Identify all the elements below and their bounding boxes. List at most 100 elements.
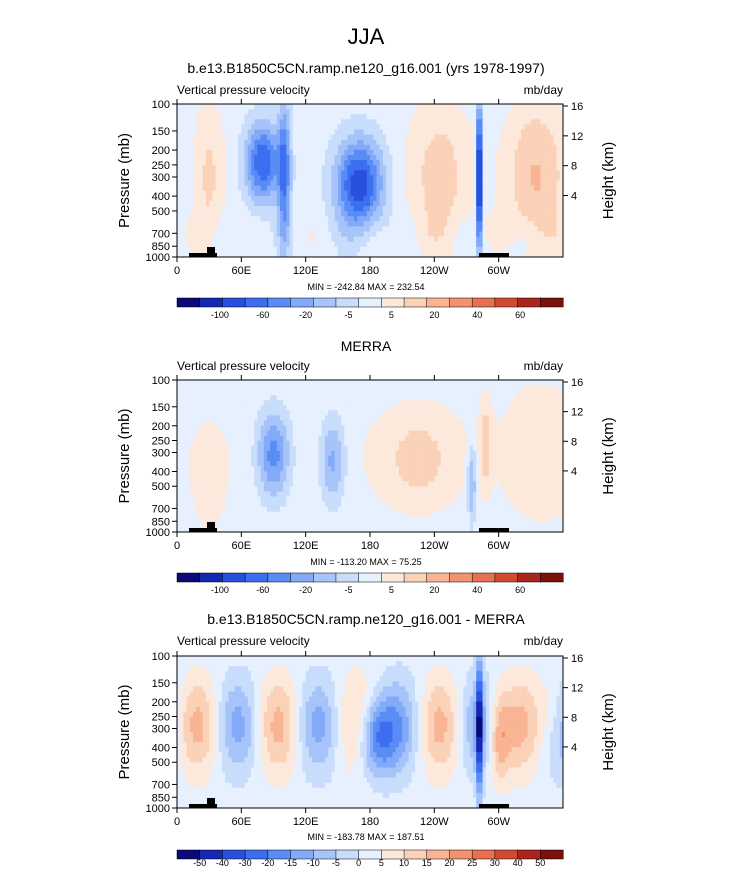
field-cell <box>389 206 393 212</box>
field-cell <box>367 247 371 253</box>
field-cell <box>225 196 229 202</box>
field-cell <box>270 155 274 161</box>
field-cell <box>187 221 191 227</box>
field-cell <box>325 135 329 141</box>
field-cell <box>216 237 220 243</box>
field-cell <box>531 421 535 426</box>
field-cell <box>357 206 361 212</box>
field-cell <box>518 201 522 207</box>
field-cell <box>386 247 390 253</box>
field-cell <box>267 155 271 161</box>
field-cell <box>302 109 306 115</box>
field-cell <box>347 221 351 227</box>
field-cell <box>467 431 471 436</box>
field-cell <box>463 140 467 146</box>
field-cell <box>380 206 384 212</box>
field-cell <box>302 140 306 146</box>
field-cell <box>454 170 458 176</box>
field-cell <box>203 216 207 222</box>
field-cell <box>425 119 429 125</box>
field-cell <box>312 247 316 253</box>
field-cell <box>531 165 535 171</box>
field-cell <box>405 145 409 151</box>
field-cell <box>248 186 252 192</box>
field-cell <box>360 385 364 390</box>
field-cell <box>415 201 419 207</box>
field-cell <box>302 237 306 243</box>
field-cell <box>267 181 271 187</box>
field-cell <box>415 135 419 141</box>
field-cell <box>248 211 252 217</box>
field-cell <box>293 145 297 151</box>
field-cell <box>328 170 332 176</box>
field-cell <box>235 196 239 202</box>
field-cell <box>370 206 374 212</box>
field-cell <box>315 124 319 129</box>
field-cell <box>528 170 532 176</box>
field-cell <box>347 410 351 415</box>
field-cell <box>402 191 406 197</box>
field-cell <box>290 242 294 248</box>
field-cell <box>444 175 448 181</box>
field-cell <box>547 191 551 197</box>
field-cell <box>383 216 387 222</box>
field-cell <box>283 242 287 248</box>
field-cell <box>277 145 281 151</box>
field-cell <box>306 390 310 395</box>
field-cell <box>309 431 313 436</box>
field-cell <box>463 390 467 395</box>
field-cell <box>540 421 544 426</box>
field-cell <box>402 431 406 436</box>
field-cell <box>447 380 451 385</box>
field-cell <box>415 140 419 146</box>
field-cell <box>344 400 348 405</box>
field-cell <box>479 140 483 146</box>
field-cell <box>183 415 187 420</box>
field-cell <box>499 226 503 232</box>
field-cell <box>232 247 236 253</box>
field-cell <box>534 155 538 161</box>
panel-1: b.e13.B1850C5CN.ramp.ne120_g16.001 (yrs … <box>116 60 617 320</box>
field-cell <box>499 119 503 125</box>
field-cell <box>492 405 496 410</box>
field-cell <box>544 109 548 115</box>
field-cell <box>512 221 516 227</box>
field-cell <box>187 206 191 212</box>
field-cell <box>428 104 432 110</box>
field-cell <box>476 135 480 141</box>
field-cell <box>232 155 236 161</box>
field-cell <box>241 104 245 110</box>
field-cell <box>528 124 532 129</box>
field-cell <box>203 380 207 385</box>
field-cell <box>405 410 409 415</box>
field-cell <box>428 206 432 212</box>
field-cell <box>196 405 200 410</box>
field-cell <box>476 395 480 400</box>
field-cell <box>425 400 429 405</box>
colorbar-swatch <box>268 298 291 307</box>
field-cell <box>322 155 326 161</box>
field-cell <box>347 109 351 115</box>
field-cell <box>483 181 487 187</box>
field-cell <box>492 181 496 187</box>
field-cell <box>463 181 467 187</box>
field-cell <box>531 109 535 115</box>
field-cell <box>450 242 454 248</box>
field-cell <box>341 175 345 181</box>
field-cell <box>367 385 371 390</box>
field-cell <box>396 226 400 232</box>
field-cell <box>235 395 239 400</box>
field-cell <box>544 140 548 146</box>
field-cell <box>399 119 403 125</box>
field-cell <box>515 119 519 125</box>
field-cell <box>502 186 506 192</box>
field-cell <box>190 119 194 125</box>
field-cell <box>238 165 242 171</box>
field-cell <box>553 206 557 212</box>
field-cell <box>540 196 544 202</box>
field-cell <box>325 109 329 115</box>
field-cell <box>483 216 487 222</box>
field-cell <box>512 216 516 222</box>
field-cell <box>508 211 512 217</box>
field-cell <box>257 201 261 207</box>
